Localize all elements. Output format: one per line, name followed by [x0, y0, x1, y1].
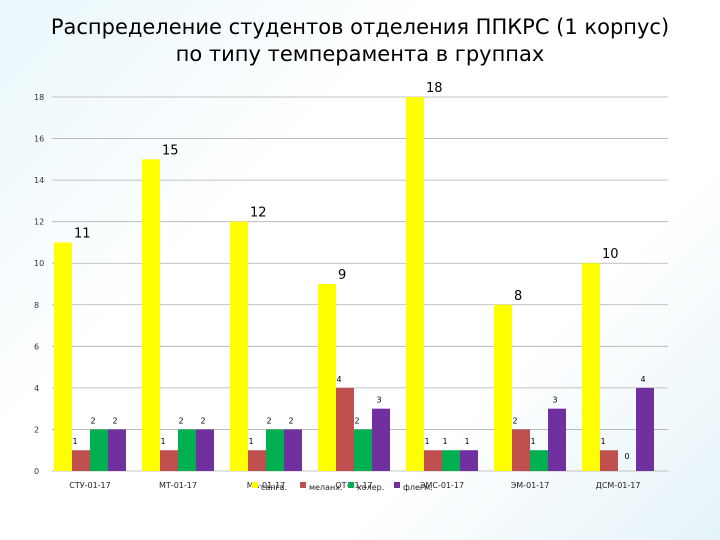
- data-label: 1: [442, 437, 447, 446]
- data-label: 10: [602, 247, 619, 262]
- bar-холер.: [266, 429, 284, 471]
- data-label: 12: [250, 206, 267, 221]
- bar-сангв.: [318, 284, 336, 471]
- y-tick-label: 6: [34, 342, 39, 351]
- bar-меланх.: [512, 429, 530, 471]
- bar-флегм.: [460, 450, 478, 471]
- bar-холер.: [178, 429, 196, 471]
- chart-title-line-2: по типу темперамента в группах: [175, 42, 545, 66]
- data-label: 3: [376, 396, 381, 405]
- data-label: 9: [338, 268, 346, 283]
- data-label: 2: [512, 416, 517, 425]
- bar-меланх.: [424, 450, 442, 471]
- bar-сангв.: [582, 263, 600, 471]
- category-label: ДСМ-01-17: [596, 481, 641, 490]
- data-label: 8: [514, 289, 522, 304]
- chart-title-line-1: Распределение студентов отделения ППКРС …: [50, 15, 670, 39]
- legend-label: флегм.: [403, 483, 433, 492]
- category-label: МТ-01-17: [159, 481, 197, 490]
- data-label: 1: [424, 437, 429, 446]
- data-label: 1: [600, 437, 605, 446]
- bar-флегм.: [196, 429, 214, 471]
- data-label: 1: [464, 437, 469, 446]
- data-label: 11: [74, 226, 91, 241]
- legend-label: сангв.: [261, 483, 287, 492]
- data-label: 4: [336, 375, 341, 384]
- legend-label: холер.: [357, 483, 384, 492]
- data-label: 4: [640, 375, 645, 384]
- data-label: 2: [178, 416, 183, 425]
- data-label: 18: [426, 81, 443, 96]
- data-label: 2: [354, 416, 359, 425]
- data-label: 15: [162, 143, 179, 158]
- y-tick-label: 18: [34, 93, 44, 102]
- y-tick-label: 8: [34, 301, 39, 310]
- legend-swatch: [348, 482, 354, 488]
- bar-флегм.: [108, 429, 126, 471]
- bar-сангв.: [142, 159, 160, 472]
- y-tick-label: 14: [34, 176, 44, 185]
- bar-меланх.: [248, 450, 266, 471]
- legend-label: меланх.: [309, 483, 342, 492]
- data-label: 1: [160, 437, 165, 446]
- category-label: МА-01-17: [247, 481, 286, 490]
- data-label: 2: [266, 416, 271, 425]
- legend-swatch: [252, 482, 258, 488]
- data-label: 2: [200, 416, 205, 425]
- y-tick-label: 12: [34, 218, 44, 227]
- data-label: 2: [112, 416, 117, 425]
- category-label: ЭМС-01-17: [420, 481, 464, 490]
- category-label: СТУ-01-17: [69, 481, 110, 490]
- bar-холер.: [442, 450, 460, 471]
- bar-холер.: [90, 429, 108, 471]
- y-tick-label: 16: [34, 135, 44, 144]
- bar-меланх.: [72, 450, 90, 471]
- bar-сангв.: [54, 242, 72, 471]
- y-tick-label: 0: [34, 467, 39, 476]
- legend-swatch: [394, 482, 400, 488]
- data-label: 1: [72, 437, 77, 446]
- category-label: ЭМ-01-17: [511, 481, 550, 490]
- data-label: 1: [530, 437, 535, 446]
- y-tick-label: 4: [34, 384, 39, 393]
- bar-меланх.: [336, 387, 354, 471]
- bar-флегм.: [372, 408, 390, 471]
- bar-меланх.: [600, 450, 618, 471]
- bar-флегм.: [548, 408, 566, 471]
- legend-swatch: [300, 482, 306, 488]
- chart-title: Распределение студентов отделения ППКРС …: [0, 14, 720, 68]
- data-label: 2: [288, 416, 293, 425]
- data-label: 3: [552, 396, 557, 405]
- bar-холер.: [354, 429, 372, 471]
- bar-сангв.: [494, 304, 512, 471]
- y-tick-label: 2: [34, 425, 39, 434]
- bar-сангв.: [406, 97, 424, 471]
- bar-холер.: [530, 450, 548, 471]
- y-tick-label: 10: [34, 259, 44, 268]
- bar-сангв.: [230, 221, 248, 471]
- bar-флегм.: [284, 429, 302, 471]
- bar-флегм.: [636, 387, 654, 471]
- data-label: 2: [90, 416, 95, 425]
- data-label: 0: [624, 452, 629, 461]
- data-label: 1: [248, 437, 253, 446]
- bar-меланх.: [160, 450, 178, 471]
